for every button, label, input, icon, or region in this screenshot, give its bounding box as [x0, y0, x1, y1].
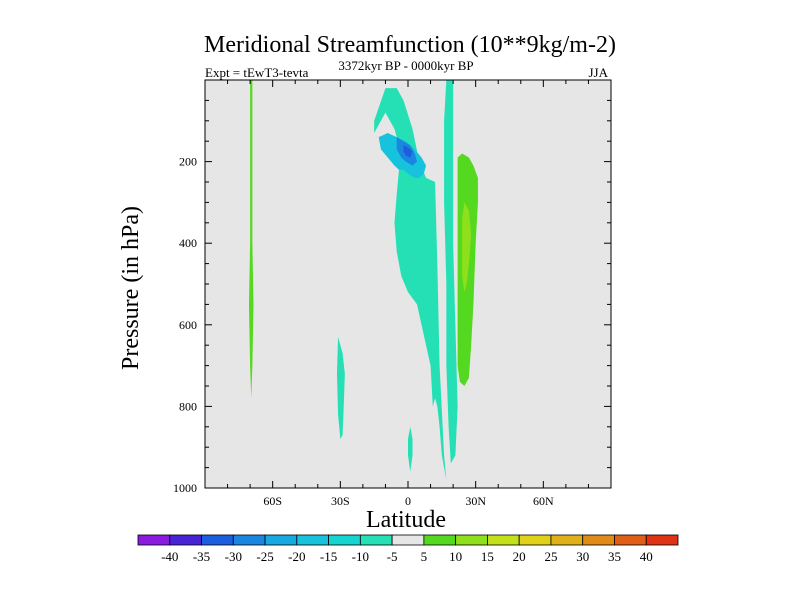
colorbar-swatch: [328, 534, 361, 546]
contour-region-negative-cell-peak: [403, 145, 413, 158]
colorbar-swatch: [645, 534, 679, 546]
colorbar-label: -15: [320, 549, 337, 564]
colorbar-label: 5: [421, 549, 428, 564]
colorbar-swatch: [550, 534, 584, 546]
colorbar-label: -25: [256, 549, 273, 564]
colorbar-swatch: [169, 534, 202, 546]
colorbar-label: 10: [449, 549, 462, 564]
colorbar-label: -40: [161, 549, 178, 564]
y-tick-label: 200: [179, 155, 197, 169]
colorbar-label: -30: [225, 549, 242, 564]
plot-area: 200 400 600 800 1000 60S 30S 0 30N 60N: [173, 79, 612, 508]
contour-region-nh-thin-negative: [444, 80, 458, 464]
colorbar-swatch: [487, 534, 520, 546]
colorbar-label: -10: [352, 549, 369, 564]
colorbar-swatch: [391, 534, 425, 546]
period-label: 3372kyr BP - 0000kyr BP: [338, 58, 473, 73]
y-axis-label: Pressure (in hPa): [118, 206, 144, 370]
experiment-label: Expt = tEwT3-tevta: [205, 65, 309, 80]
contour-region-equatorial-negative: [408, 426, 413, 472]
colorbar-label: 30: [576, 549, 589, 564]
contour-region-sh-thin-negative: [336, 337, 345, 440]
colorbar-swatch: [614, 534, 647, 546]
colorbar-label: -5: [387, 549, 398, 564]
colorbar: -40 -35 -30 -25 -20 -15 -10 -5 5 10 15 20 25 30 35 40: [137, 534, 679, 564]
colorbar-swatch: [137, 534, 171, 546]
colorbar-label: 20: [513, 549, 526, 564]
x-tick-label: 30N: [465, 494, 486, 508]
y-tick-label: 800: [179, 399, 197, 413]
colorbar-swatch: [582, 534, 615, 546]
colorbar-swatch: [201, 534, 234, 546]
x-tick-label: 60S: [263, 494, 282, 508]
contour-region-positive-cell-inner: [462, 202, 472, 293]
x-tick-label: 30S: [331, 494, 350, 508]
contour-region-sh-thin-positive: [248, 80, 254, 399]
chart-title: Meridional Streamfunction (10**9kg/m-2): [204, 32, 616, 58]
colorbar-swatch: [455, 534, 488, 546]
colorbar-swatch: [359, 534, 393, 546]
colorbar-label: 40: [640, 549, 653, 564]
colorbar-label: -20: [288, 549, 305, 564]
colorbar-label: -35: [193, 549, 210, 564]
colorbar-swatch: [264, 534, 298, 546]
colorbar-label: 35: [608, 549, 621, 564]
y-tick-label: 600: [179, 318, 197, 332]
colorbar-swatch: [423, 534, 457, 546]
x-tick-label: 60N: [533, 494, 554, 508]
x-axis-label: Latitude: [366, 507, 446, 533]
x-tick-label: 0: [405, 494, 411, 508]
y-tick-label: 1000: [173, 481, 197, 495]
colorbar-swatch: [232, 534, 266, 546]
season-label: JJA: [588, 65, 608, 80]
colorbar-label: 25: [544, 549, 557, 564]
contour-region-negative-cell-outer: [374, 88, 447, 480]
y-tick-label: 400: [179, 236, 197, 250]
colorbar-swatch: [518, 534, 552, 546]
colorbar-swatch: [296, 534, 329, 546]
colorbar-label: 15: [481, 549, 494, 564]
